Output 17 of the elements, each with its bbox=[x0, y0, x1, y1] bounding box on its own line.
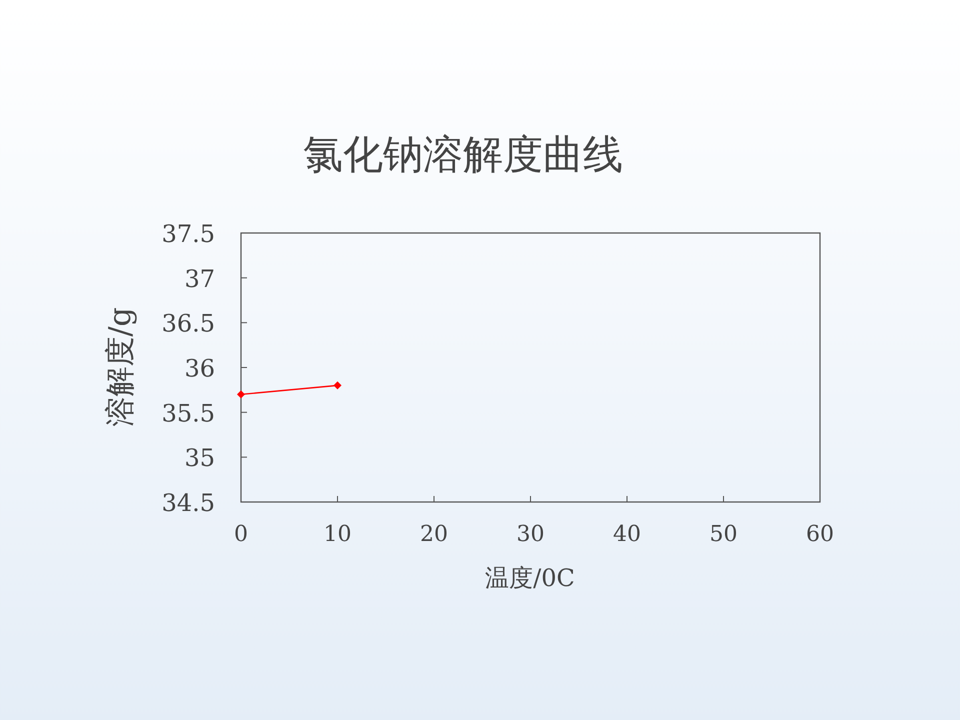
xtick: 30 bbox=[516, 522, 544, 547]
xlabel: 温度/0C bbox=[485, 564, 575, 592]
ytick: 37.5 bbox=[162, 220, 215, 248]
xtick: 20 bbox=[420, 522, 448, 547]
xtick: 10 bbox=[324, 522, 352, 547]
ytick: 36 bbox=[184, 354, 215, 382]
title: 氯化钠溶解度曲线 bbox=[303, 132, 623, 178]
ytick: 36.5 bbox=[162, 310, 215, 338]
xtick: 0 bbox=[234, 522, 248, 547]
ytick: 35 bbox=[184, 444, 215, 472]
xtick: 50 bbox=[710, 522, 738, 547]
ylabel: 溶解度/g bbox=[103, 307, 138, 427]
ytick: 35.5 bbox=[162, 399, 215, 428]
xtick: 40 bbox=[613, 522, 641, 547]
xtick: 60 bbox=[806, 522, 834, 547]
ytick: 37 bbox=[184, 264, 215, 293]
ytick: 34.5 bbox=[162, 489, 215, 517]
